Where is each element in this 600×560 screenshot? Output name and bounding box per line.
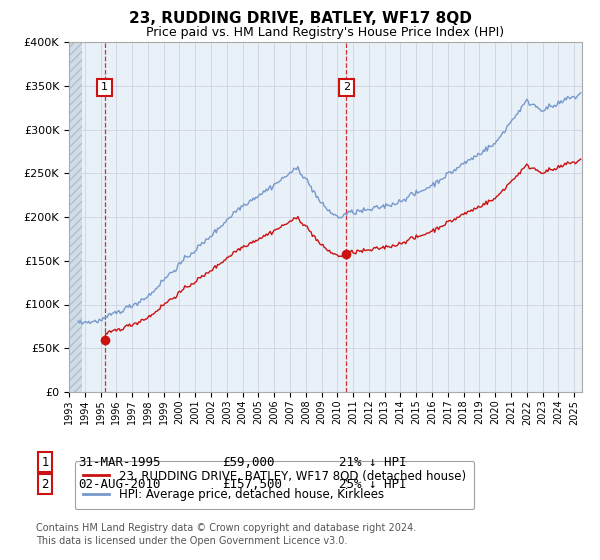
Text: 23, RUDDING DRIVE, BATLEY, WF17 8QD: 23, RUDDING DRIVE, BATLEY, WF17 8QD [128, 11, 472, 26]
Text: 02-AUG-2010: 02-AUG-2010 [78, 478, 161, 491]
Text: 21% ↓ HPI: 21% ↓ HPI [339, 455, 407, 469]
Text: 31-MAR-1995: 31-MAR-1995 [78, 455, 161, 469]
Text: 1: 1 [41, 455, 49, 469]
Text: 2: 2 [343, 82, 350, 92]
Text: Contains HM Land Registry data © Crown copyright and database right 2024.
This d: Contains HM Land Registry data © Crown c… [36, 523, 416, 546]
Text: 2: 2 [41, 478, 49, 491]
Text: 25% ↓ HPI: 25% ↓ HPI [339, 478, 407, 491]
Text: £59,000: £59,000 [222, 455, 275, 469]
Legend: 23, RUDDING DRIVE, BATLEY, WF17 8QD (detached house), HPI: Average price, detach: 23, RUDDING DRIVE, BATLEY, WF17 8QD (det… [75, 461, 474, 510]
Text: 1: 1 [101, 82, 108, 92]
Text: £157,500: £157,500 [222, 478, 282, 491]
Title: Price paid vs. HM Land Registry's House Price Index (HPI): Price paid vs. HM Land Registry's House … [146, 26, 505, 39]
